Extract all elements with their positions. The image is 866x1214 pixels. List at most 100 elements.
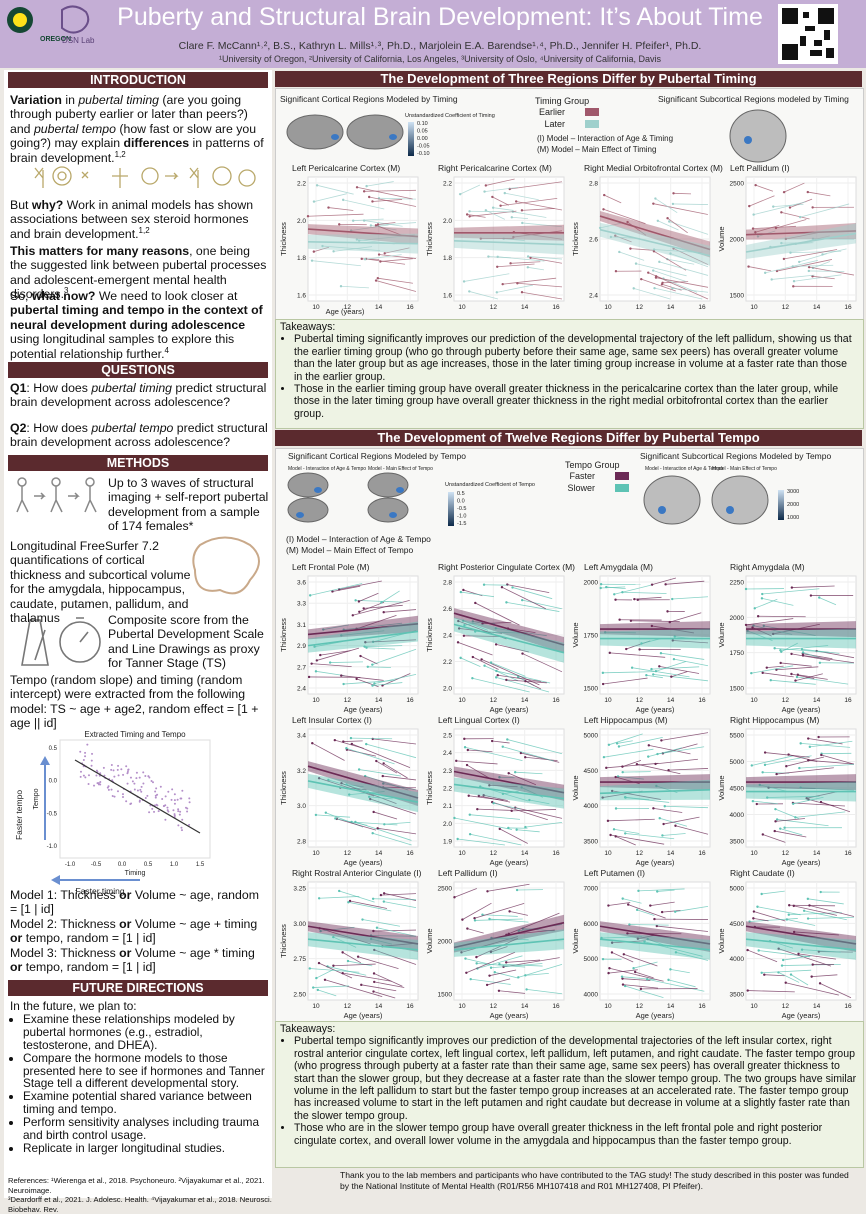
point — [156, 794, 158, 796]
raw-point — [515, 200, 517, 202]
text: tempo, random = [1 | id] — [22, 931, 155, 945]
brain-map — [368, 473, 408, 497]
y-tick-label: 2.0 — [297, 218, 306, 225]
raw-point — [790, 653, 792, 655]
y-tick-label: 2.4 — [443, 750, 452, 757]
raw-point — [501, 586, 503, 588]
map-title: Significant Cortical Regions Modeled by … — [288, 451, 466, 461]
x-tick-label: 10 — [604, 697, 612, 704]
raw-point — [618, 745, 620, 747]
brain-map — [288, 498, 328, 522]
point — [181, 790, 183, 792]
raw-point — [673, 658, 675, 660]
raw-point — [637, 890, 639, 892]
raw-point — [456, 838, 458, 840]
raw-point — [380, 894, 382, 896]
raw-point — [635, 262, 637, 264]
raw-point — [807, 191, 809, 193]
subcortical-map — [712, 476, 768, 524]
panel-title: Right Caudate (I) — [730, 868, 795, 878]
raw-point — [364, 258, 366, 260]
y-tick-label: 1500 — [584, 686, 599, 693]
raw-point — [463, 738, 465, 740]
raw-point — [653, 918, 655, 920]
raw-point — [384, 252, 386, 254]
raw-point — [652, 673, 654, 675]
x-tick-label: 14 — [375, 850, 383, 857]
x-axis-label: Age (years) — [636, 705, 675, 714]
x-tick-label: 12 — [782, 304, 790, 311]
raw-point — [501, 283, 503, 285]
x-tick-label: 10 — [750, 850, 758, 857]
raw-point — [377, 223, 379, 225]
y-tick-label: 2000 — [730, 237, 745, 244]
brain-icon — [193, 538, 259, 594]
raw-point — [368, 196, 370, 198]
raw-point — [647, 271, 649, 273]
raw-point — [379, 260, 381, 262]
raw-point — [798, 767, 800, 769]
raw-point — [621, 591, 623, 593]
raw-point — [524, 826, 526, 828]
raw-point — [757, 615, 759, 617]
raw-point — [516, 282, 518, 284]
future-list: In the future, we plan to: Examine these… — [10, 1000, 268, 1155]
raw-point — [669, 968, 671, 970]
raw-point — [661, 911, 663, 913]
raw-point — [378, 253, 380, 255]
raw-point — [494, 971, 496, 973]
raw-point — [614, 599, 616, 601]
raw-point — [383, 900, 385, 902]
brain-highlight — [744, 136, 752, 144]
raw-point — [352, 220, 354, 222]
text: what now? — [32, 289, 96, 303]
raw-point — [360, 984, 362, 986]
y-tick-label: 3500 — [584, 839, 599, 846]
x-tick-label: 16 — [698, 304, 706, 311]
raw-point — [496, 291, 498, 293]
y-tick-label: 5000 — [584, 956, 599, 963]
raw-point — [808, 270, 810, 272]
point — [185, 807, 187, 809]
point — [153, 811, 155, 813]
section-heading: INTRODUCTION — [8, 72, 268, 88]
legend-title: Tempo Group — [565, 460, 620, 470]
raw-point — [633, 287, 635, 289]
raw-point — [792, 285, 794, 287]
point — [129, 803, 131, 805]
raw-point — [317, 989, 319, 991]
y-tick-label: 2.8 — [443, 580, 452, 587]
raw-point — [356, 186, 358, 188]
raw-point — [527, 255, 529, 257]
raw-point — [782, 959, 784, 961]
raw-point — [603, 194, 605, 196]
raw-point — [602, 208, 604, 210]
raw-point — [372, 811, 374, 813]
raw-point — [761, 771, 763, 773]
raw-point — [468, 290, 470, 292]
panel-title: Left Insular Cortex (I) — [292, 715, 372, 725]
raw-point — [661, 834, 663, 836]
raw-point — [650, 668, 652, 670]
raw-point — [627, 903, 629, 905]
x-tick-label: 10 — [312, 850, 320, 857]
text: differences — [123, 136, 189, 150]
raw-point — [764, 751, 766, 753]
y-tick-label: 1500 — [730, 293, 745, 300]
text: pubertal tempo — [34, 122, 116, 136]
y-tick-label: 5000 — [584, 733, 599, 740]
text: In the future, we plan to: — [10, 1000, 268, 1013]
raw-point — [511, 586, 513, 588]
x-tick-label: 0.0 — [118, 862, 127, 868]
raw-point — [772, 205, 774, 207]
y-axis-label: Volume — [717, 775, 726, 800]
x-tick-label: 16 — [552, 304, 560, 311]
raw-point — [611, 951, 613, 953]
brain-highlight — [314, 487, 322, 493]
text: Takeaways: — [280, 1023, 858, 1035]
dsn-logo — [62, 6, 88, 32]
text: We need to look closer at — [95, 289, 237, 303]
x-axis-label: Age (years) — [490, 1011, 529, 1020]
x-tick-label: 16 — [406, 850, 414, 857]
raw-point — [608, 744, 610, 746]
